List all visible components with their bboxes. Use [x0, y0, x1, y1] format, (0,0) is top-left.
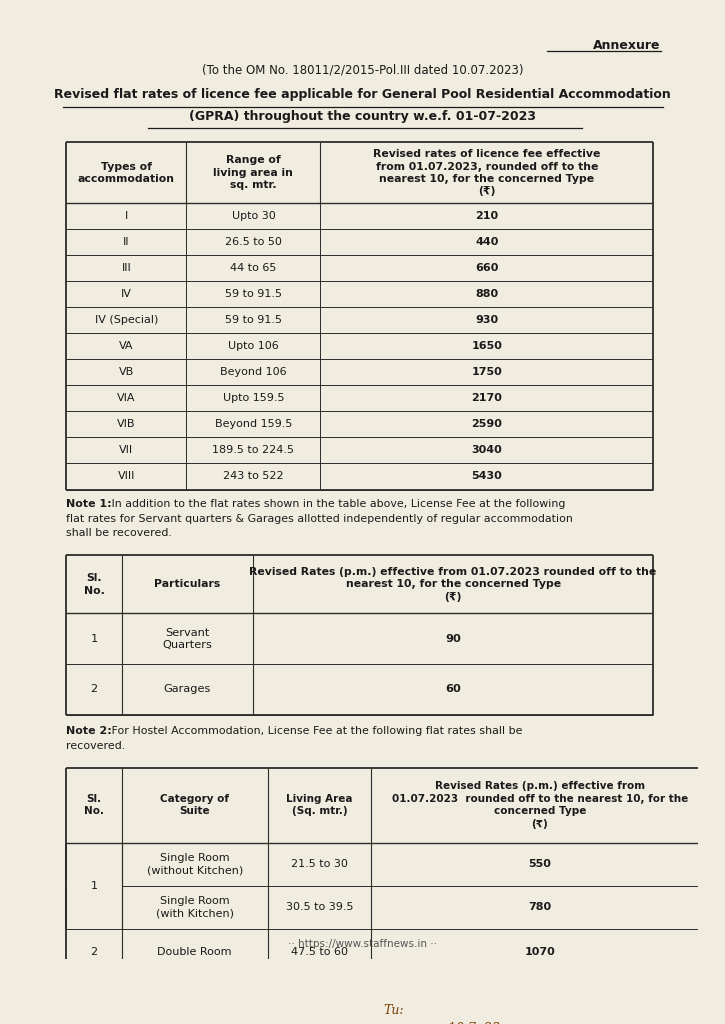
- Text: 880: 880: [476, 290, 498, 299]
- Text: VA: VA: [119, 341, 133, 351]
- Text: 47.5 to 60: 47.5 to 60: [291, 947, 348, 957]
- Text: Upto 30: Upto 30: [231, 211, 276, 221]
- Text: 2590: 2590: [471, 420, 502, 429]
- Text: 210: 210: [476, 211, 498, 221]
- Text: Annexure: Annexure: [593, 39, 660, 52]
- Text: flat rates for Servant quarters & Garages allotted independently of regular acco: flat rates for Servant quarters & Garage…: [66, 514, 573, 523]
- Text: Note 2:: Note 2:: [66, 726, 112, 736]
- Text: VB: VB: [119, 368, 134, 378]
- Text: Upto 159.5: Upto 159.5: [223, 393, 284, 403]
- Text: VII: VII: [120, 445, 133, 456]
- Text: II: II: [123, 238, 130, 247]
- Text: Single Room
(with Kitchen): Single Room (with Kitchen): [156, 896, 233, 919]
- Text: Living Area
(Sq. mtr.): Living Area (Sq. mtr.): [286, 794, 353, 816]
- Text: 2: 2: [91, 684, 98, 694]
- Text: Tu:: Tu:: [384, 1004, 404, 1017]
- Text: Beyond 106: Beyond 106: [220, 368, 287, 378]
- Text: 5430: 5430: [471, 471, 502, 481]
- Text: 440: 440: [475, 238, 499, 247]
- Text: Double Room: Double Room: [157, 947, 232, 957]
- Text: 59 to 91.5: 59 to 91.5: [225, 315, 282, 326]
- Text: III: III: [122, 263, 131, 273]
- Text: Sl.
No.: Sl. No.: [84, 794, 104, 816]
- Text: 1: 1: [91, 634, 98, 644]
- Text: Single Room
(without Kitchen): Single Room (without Kitchen): [146, 853, 243, 876]
- Text: Revised flat rates of licence fee applicable for General Pool Residential Accomm: Revised flat rates of licence fee applic…: [54, 88, 671, 101]
- Text: I: I: [125, 211, 128, 221]
- Text: 1: 1: [91, 881, 97, 891]
- Text: 10.7. 23: 10.7. 23: [448, 1022, 500, 1024]
- Text: IV (Special): IV (Special): [95, 315, 158, 326]
- Text: shall be recovered.: shall be recovered.: [66, 528, 172, 539]
- Text: For Hostel Accommodation, License Fee at the following flat rates shall be: For Hostel Accommodation, License Fee at…: [108, 726, 523, 736]
- Text: Note 1:: Note 1:: [66, 499, 112, 509]
- Text: 1750: 1750: [471, 368, 502, 378]
- Text: Category of
Suite: Category of Suite: [160, 794, 229, 816]
- Text: Upto 106: Upto 106: [228, 341, 279, 351]
- Text: 2: 2: [91, 947, 98, 957]
- Text: 930: 930: [476, 315, 498, 326]
- Text: 1070: 1070: [525, 947, 555, 957]
- Text: 1650: 1650: [471, 341, 502, 351]
- Text: Garages: Garages: [164, 684, 211, 694]
- Text: 189.5 to 224.5: 189.5 to 224.5: [212, 445, 294, 456]
- Text: 26.5 to 50: 26.5 to 50: [225, 238, 282, 247]
- Text: VIII: VIII: [117, 471, 135, 481]
- Text: Sl.
No.: Sl. No.: [83, 573, 104, 596]
- Text: Revised rates of licence fee effective
from 01.07.2023, rounded off to the
neare: Revised rates of licence fee effective f…: [373, 150, 600, 197]
- Text: 90: 90: [445, 634, 461, 644]
- Text: Revised Rates (p.m.) effective from
01.07.2023  rounded off to the nearest 10, f: Revised Rates (p.m.) effective from 01.0…: [392, 781, 688, 828]
- Text: (To the OM No. 18011/2/2015-Pol.III dated 10.07.2023): (To the OM No. 18011/2/2015-Pol.III date…: [202, 63, 523, 77]
- Text: Revised Rates (p.m.) effective from 01.07.2023 rounded off to the
nearest 10, fo: Revised Rates (p.m.) effective from 01.0…: [249, 567, 657, 602]
- Text: 21.5 to 30: 21.5 to 30: [291, 859, 348, 869]
- Text: recovered.: recovered.: [66, 740, 125, 751]
- Text: 44 to 65: 44 to 65: [231, 263, 277, 273]
- Text: Servant
Quarters: Servant Quarters: [162, 628, 212, 650]
- Text: 243 to 522: 243 to 522: [223, 471, 283, 481]
- Text: Particulars: Particulars: [154, 580, 220, 590]
- Text: 780: 780: [529, 902, 552, 912]
- Text: 59 to 91.5: 59 to 91.5: [225, 290, 282, 299]
- Text: 60: 60: [445, 684, 461, 694]
- Text: 2170: 2170: [471, 393, 502, 403]
- Text: Range of
living area in
sq. mtr.: Range of living area in sq. mtr.: [213, 156, 294, 190]
- Text: VIB: VIB: [117, 420, 136, 429]
- Text: VIA: VIA: [117, 393, 136, 403]
- Text: 30.5 to 39.5: 30.5 to 39.5: [286, 902, 353, 912]
- Text: In addition to the flat rates shown in the table above, License Fee at the follo: In addition to the flat rates shown in t…: [108, 499, 566, 509]
- Text: 3040: 3040: [471, 445, 502, 456]
- Text: IV: IV: [121, 290, 132, 299]
- Text: ·· https://www.staffnews.in ··: ·· https://www.staffnews.in ··: [288, 939, 437, 949]
- Text: (GPRA) throughout the country w.e.f. 01-07-2023: (GPRA) throughout the country w.e.f. 01-…: [189, 110, 536, 123]
- Text: 660: 660: [475, 263, 499, 273]
- Text: Beyond 159.5: Beyond 159.5: [215, 420, 292, 429]
- Text: Types of
accommodation: Types of accommodation: [78, 162, 175, 184]
- Text: 550: 550: [529, 859, 552, 869]
